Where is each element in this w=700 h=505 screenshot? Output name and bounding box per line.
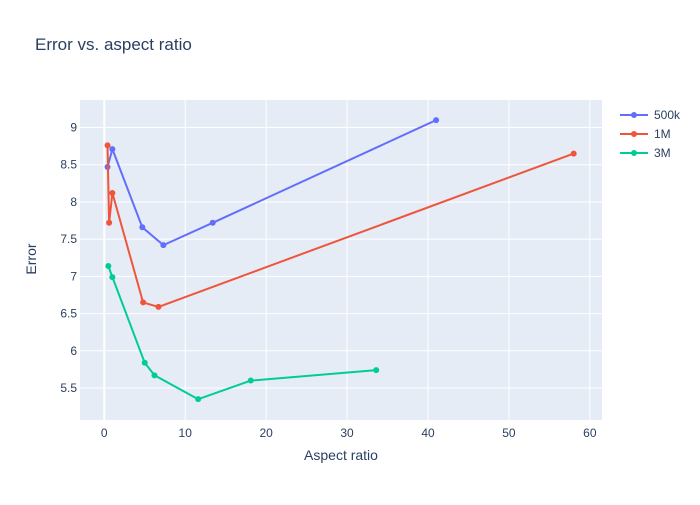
- y-tick-label: 8.5: [60, 158, 77, 172]
- x-tick-label: 20: [259, 426, 273, 440]
- x-tick-label: 60: [583, 426, 597, 440]
- legend-label: 500k: [654, 108, 681, 122]
- y-tick-label: 8: [70, 195, 77, 209]
- data-point-1M: [106, 219, 113, 226]
- data-point-500k: [160, 242, 167, 249]
- chart-title: Error vs. aspect ratio: [35, 35, 192, 54]
- data-point-3M: [373, 367, 380, 374]
- y-tick-label: 7: [70, 269, 77, 283]
- data-point-3M: [151, 372, 158, 379]
- data-point-3M: [195, 396, 202, 403]
- data-point-3M: [109, 274, 116, 281]
- y-tick-label: 9: [70, 121, 77, 135]
- legend-label: 1M: [654, 127, 671, 141]
- x-tick-label: 10: [179, 426, 193, 440]
- data-point-1M: [109, 190, 116, 197]
- data-point-500k: [209, 219, 216, 226]
- y-tick-label: 6: [70, 344, 77, 358]
- data-point-3M: [105, 262, 112, 269]
- legend-marker-1M: [631, 131, 637, 137]
- y-tick-label: 6.5: [60, 307, 77, 321]
- legend-item-1M[interactable]: 1M: [620, 127, 671, 141]
- y-tick-label: 7.5: [60, 232, 77, 246]
- data-point-1M: [104, 142, 111, 149]
- series-line-500k: [106, 119, 437, 247]
- x-tick-label: 30: [340, 426, 354, 440]
- y-tick-label: 5.5: [60, 381, 77, 395]
- plot-area: 0 10 20 30 40 50 60 5.5 6 6.5 7 7.5 8 8.5 9: [60, 100, 602, 440]
- series-line-1M: [106, 145, 575, 308]
- y-axis-label: Error: [23, 243, 39, 274]
- data-point-3M: [141, 359, 148, 366]
- legend-label: 3M: [654, 146, 671, 160]
- data-point-3M: [247, 377, 254, 384]
- plot-background: [80, 100, 602, 420]
- x-axis-label: Aspect ratio: [304, 447, 378, 463]
- data-point-500k: [433, 117, 440, 124]
- series-3M: [105, 262, 380, 403]
- series-1M: [104, 142, 577, 310]
- legend-marker-3M: [631, 150, 637, 156]
- legend[interactable]: 500k 1M 3M: [620, 108, 681, 160]
- series-500k: [104, 117, 440, 249]
- x-tick-label: 40: [421, 426, 435, 440]
- x-tick-label: 0: [101, 426, 108, 440]
- legend-marker-500k: [631, 112, 637, 118]
- data-point-500k: [139, 224, 146, 231]
- data-point-1M: [155, 303, 162, 310]
- legend-item-500k[interactable]: 500k: [620, 108, 681, 122]
- data-point-1M: [140, 299, 147, 306]
- data-point-1M: [570, 150, 577, 157]
- legend-item-3M[interactable]: 3M: [620, 146, 671, 160]
- data-point-500k: [109, 146, 116, 153]
- x-tick-label: 50: [502, 426, 516, 440]
